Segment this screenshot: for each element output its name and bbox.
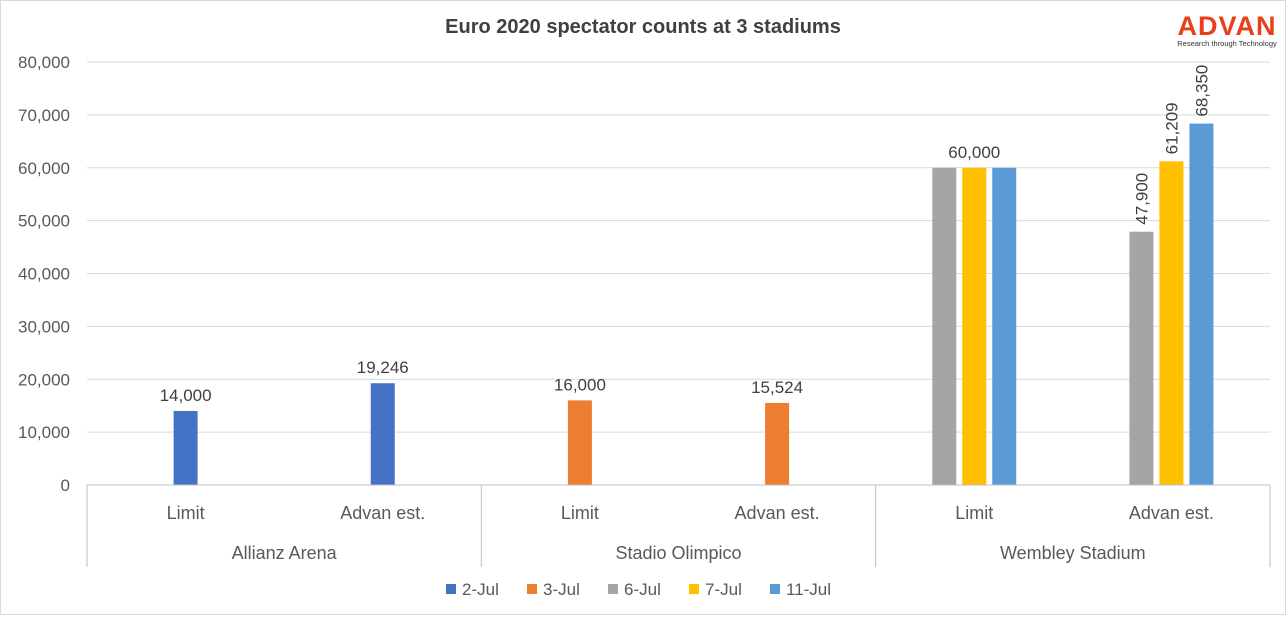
data-label: 14,000 — [160, 386, 212, 405]
legend-swatch — [770, 584, 780, 594]
data-label: 61,209 — [1162, 102, 1181, 154]
legend-item-3-jul[interactable]: 3-Jul — [527, 580, 580, 599]
y-tick-label: 50,000 — [18, 212, 70, 231]
legend-swatch — [608, 584, 618, 594]
x-category-label: Advan est. — [1129, 503, 1214, 523]
bar-3-jul — [567, 400, 592, 485]
data-label: 16,000 — [554, 375, 606, 394]
data-label: 15,524 — [751, 378, 803, 397]
bar-6-jul — [932, 167, 957, 485]
x-category-label: Limit — [955, 503, 993, 523]
y-tick-label: 0 — [61, 476, 70, 495]
bar-7-jul — [1159, 161, 1184, 485]
logo-wordmark: ADVAN — [1178, 11, 1277, 41]
data-label: 19,246 — [357, 358, 409, 377]
bar-3-jul — [765, 402, 790, 485]
legend-item-6-jul[interactable]: 6-Jul — [608, 580, 661, 599]
legend-swatch — [527, 584, 537, 594]
x-category-label: Advan est. — [735, 503, 820, 523]
data-labels: 14,000 19,246 16,000 15,524 60,000 47,900 61,2… — [160, 65, 1212, 405]
bar-11-jul — [1189, 123, 1214, 486]
y-tick-label: 30,000 — [18, 317, 70, 336]
legend-swatch — [689, 584, 699, 594]
legend-label: 6-Jul — [624, 580, 661, 599]
legend-item-7-jul[interactable]: 7-Jul — [689, 580, 742, 599]
x-category-label: Limit — [561, 503, 599, 523]
advan-logo: ADVAN Research through Technology — [1177, 11, 1277, 48]
y-tick-label: 80,000 — [18, 53, 70, 72]
x-category-label: Limit — [167, 503, 205, 523]
data-label: 68,350 — [1192, 65, 1211, 117]
legend-item-11-jul[interactable]: 11-Jul — [770, 580, 831, 599]
x-group-label: Stadio Olimpico — [615, 543, 741, 563]
legend-item-2-jul[interactable]: 2-Jul — [446, 580, 499, 599]
legend-label: 3-Jul — [543, 580, 580, 599]
bar-2-jul — [173, 410, 198, 485]
legend: 2-Jul 3-Jul 6-Jul 7-Jul 11-Jul — [446, 580, 831, 599]
x-group-label: Allianz Arena — [232, 543, 338, 563]
chart-title: Euro 2020 spectator counts at 3 stadiums — [445, 16, 841, 38]
bar-11-jul — [992, 167, 1017, 485]
gridlines — [87, 61, 1270, 433]
x-group-label: Wembley Stadium — [1000, 543, 1146, 563]
data-label: 47,900 — [1132, 173, 1151, 225]
bar-2-jul — [370, 383, 395, 485]
y-tick-label: 40,000 — [18, 265, 70, 284]
y-tick-label: 60,000 — [18, 159, 70, 178]
logo-tagline: Research through Technology — [1177, 39, 1277, 48]
legend-swatch — [446, 584, 456, 594]
legend-label: 11-Jul — [786, 580, 831, 599]
y-tick-label: 70,000 — [18, 106, 70, 125]
y-axis: 0 10,000 20,000 30,000 40,000 50,000 60,000 70,… — [18, 53, 70, 495]
bar-6-jul — [1129, 231, 1154, 485]
x-category-label: Advan est. — [340, 503, 425, 523]
y-tick-label: 10,000 — [18, 423, 70, 442]
data-label: 60,000 — [948, 143, 1000, 162]
legend-label: 2-Jul — [462, 580, 499, 599]
y-tick-label: 20,000 — [18, 370, 70, 389]
bars — [173, 123, 1214, 486]
legend-label: 7-Jul — [705, 580, 742, 599]
bar-7-jul — [962, 167, 987, 485]
